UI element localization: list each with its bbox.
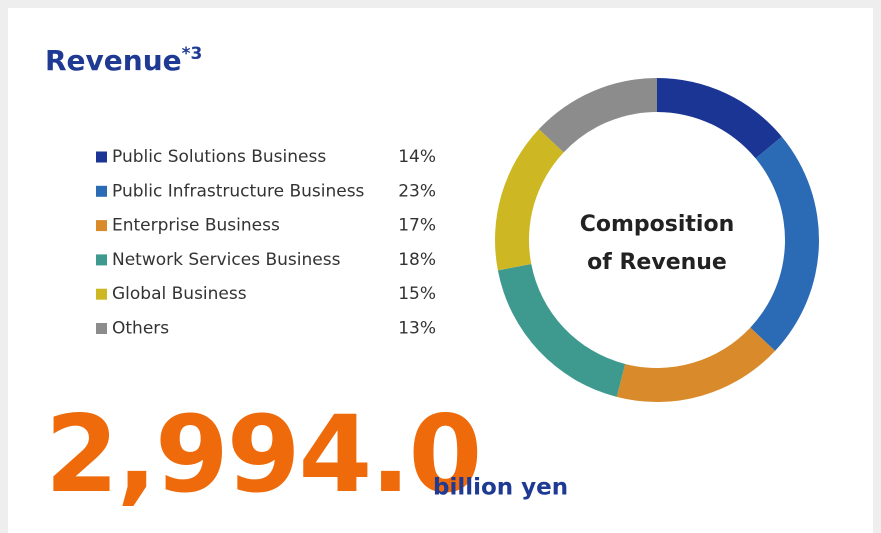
legend-swatch (96, 323, 107, 334)
donut-segment (497, 263, 626, 397)
legend-swatch (96, 185, 107, 197)
total: 2,994.0 (45, 393, 480, 516)
legend-swatch (96, 288, 107, 300)
center-label: Composition (580, 212, 735, 237)
value-label: 17% (398, 216, 436, 236)
value-label: 15% (398, 284, 436, 304)
value-label: 14% (398, 147, 436, 167)
legend-label: Others (112, 319, 169, 339)
legend-label: Enterprise Business (112, 216, 280, 236)
legend-swatch (96, 254, 107, 266)
legend-label: Public Solutions Business (112, 147, 326, 167)
legend-swatch (96, 220, 107, 232)
donut-segment (538, 78, 657, 153)
title: Revenue*3 (45, 44, 202, 77)
legend-label: Network Services Business (112, 250, 341, 270)
donut-segment (750, 136, 819, 351)
title-text: Revenue (45, 44, 182, 77)
value-label: 23% (398, 181, 436, 201)
legend-label: Public Infrastructure Business (112, 181, 365, 201)
donut-segment (495, 129, 564, 271)
title-note: *3 (182, 44, 203, 64)
center-label: of Revenue (587, 250, 727, 275)
donut-segment (616, 327, 776, 402)
donut-segment (657, 78, 782, 159)
value-label: 18% (398, 250, 436, 270)
value-label: 13% (398, 319, 436, 339)
legend-label: Global Business (112, 284, 247, 304)
legend-swatch (96, 151, 107, 163)
total-unit: billion yen (433, 475, 568, 501)
